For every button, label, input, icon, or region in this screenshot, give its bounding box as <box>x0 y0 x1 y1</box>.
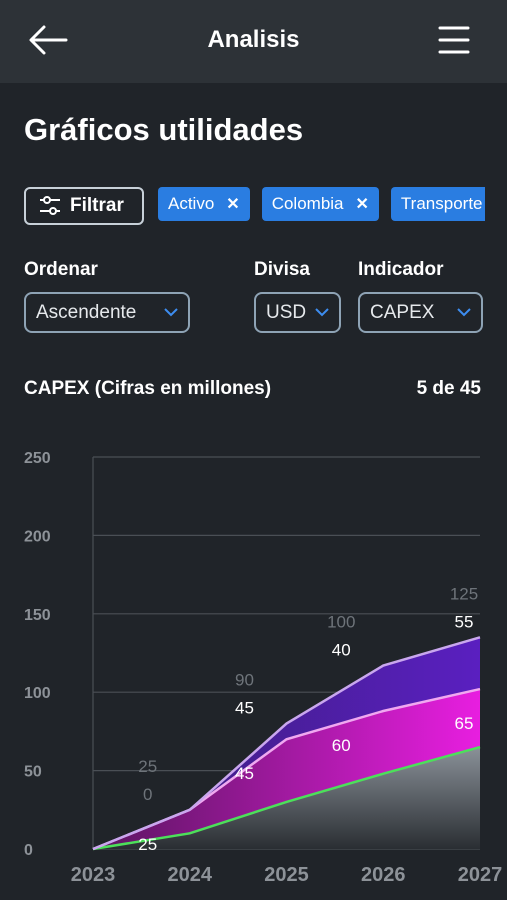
menu-button[interactable] <box>436 22 472 58</box>
arrow-left-icon <box>29 25 68 55</box>
chip-activo[interactable]: Activo ✕ <box>158 187 250 221</box>
hamburger-menu-icon <box>438 26 470 54</box>
chip-colombia[interactable]: Colombia ✕ <box>261 187 379 221</box>
total-label: 90 <box>235 671 254 690</box>
order-value: Ascendente <box>36 301 137 323</box>
back-button[interactable] <box>26 22 70 58</box>
y-tick-label: 150 <box>24 607 51 624</box>
y-tick-label: 0 <box>24 842 33 859</box>
currency-value: USD <box>266 301 307 323</box>
total-label: 25 <box>138 757 157 776</box>
series-line-0 <box>92 745 481 851</box>
chevron-down-icon <box>457 308 471 317</box>
y-tick-label: 100 <box>24 685 51 702</box>
x-tick-label: 2023 <box>71 864 116 886</box>
chip-label: Transporte <box>400 194 483 213</box>
app-title: Analisis <box>207 26 300 53</box>
filter-button-label: Filtrar <box>70 195 124 216</box>
app-bar: Analisis <box>0 0 507 83</box>
x-tick-label: 2026 <box>361 864 406 886</box>
middle-segment-label: 45 <box>235 764 254 783</box>
close-icon[interactable]: ✕ <box>226 196 240 213</box>
chip-transporte[interactable]: Transporte✕ <box>390 187 485 221</box>
middle-segment-label: 65 <box>455 714 474 733</box>
currency-label: Divisa <box>254 259 310 280</box>
y-tick-label: 250 <box>24 450 51 467</box>
x-tick-label: 2027 <box>458 864 503 886</box>
series-line-2 <box>92 636 481 851</box>
chart-pagination: 5 de 45 <box>416 378 481 399</box>
middle-segment-label: 25 <box>138 835 157 854</box>
order-label: Ordenar <box>24 259 98 280</box>
total-label: 125 <box>450 584 478 603</box>
top-segment-label: 45 <box>235 699 254 718</box>
filter-chips: Activo ✕ Colombia ✕ Transporte✕ <box>158 187 485 221</box>
top-segment-label: 55 <box>455 612 474 631</box>
order-select[interactable]: Ascendente <box>24 292 190 333</box>
x-tick-label: 2025 <box>264 864 309 886</box>
middle-segment-label: 60 <box>332 736 351 755</box>
sliders-icon <box>40 196 60 215</box>
indicator-value: CAPEX <box>370 301 435 323</box>
y-tick-label: 200 <box>24 528 51 545</box>
filter-button[interactable]: Filtrar <box>24 187 144 225</box>
chevron-down-icon <box>315 308 329 317</box>
area-series-base <box>93 747 480 849</box>
page-title: Gráficos utilidades <box>24 112 304 147</box>
chip-label: Activo <box>168 194 215 213</box>
y-tick-label: 50 <box>24 764 42 781</box>
total-label: 100 <box>327 613 355 632</box>
indicator-label: Indicador <box>358 259 444 280</box>
currency-select[interactable]: USD <box>254 292 341 333</box>
chip-label: Colombia <box>271 194 344 213</box>
indicator-select[interactable]: CAPEX <box>358 292 483 333</box>
close-icon[interactable]: ✕ <box>355 196 369 213</box>
chevron-down-icon <box>164 308 178 317</box>
top-segment-label: 40 <box>332 641 351 660</box>
chart-title: CAPEX (Cifras en millones) <box>24 378 272 399</box>
x-tick-label: 2024 <box>168 864 213 886</box>
top-segment-label: 0 <box>143 785 152 804</box>
